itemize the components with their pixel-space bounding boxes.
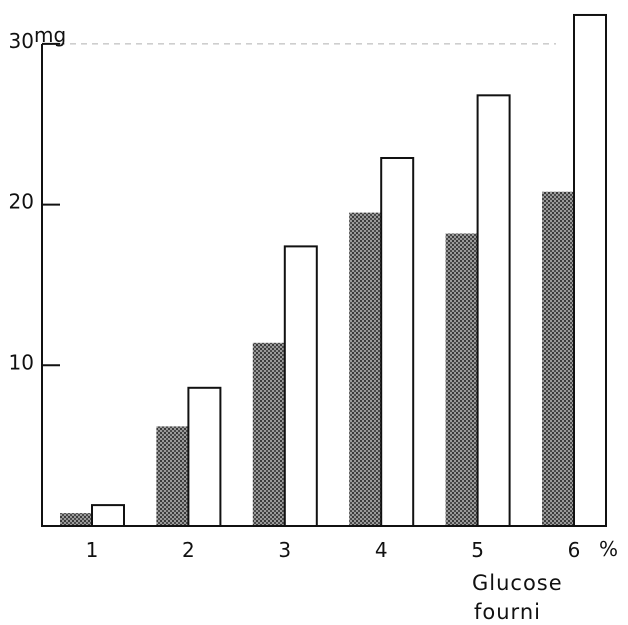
bar-series1-cat1 (60, 513, 92, 526)
bar-series2-cat5 (476, 94, 511, 527)
bar-series1-cat3 (252, 342, 285, 526)
bar-series2-cat2 (187, 386, 222, 527)
bar-series1-cat6 (542, 191, 574, 526)
x-tick-label-3: 3 (278, 538, 291, 562)
x-axis-label-line-2: fourni (474, 600, 541, 624)
x-tick-label-2: 2 (182, 538, 195, 562)
bar-series2-cat1 (91, 504, 125, 528)
bar-series1-cat2 (156, 426, 189, 526)
bars-group (60, 13, 607, 528)
y-unit-label: mg (34, 23, 66, 47)
x-tick-labels-group: 1 2 3 4 5 6 (86, 538, 581, 562)
bar-series2-cat4 (380, 156, 415, 527)
bar-series1-cat5 (445, 233, 478, 526)
x-tick-label-4: 4 (375, 538, 388, 562)
y-tick-label-20: 20 (9, 190, 34, 214)
y-tick-label-10: 10 (9, 350, 34, 374)
y-ticks-group: 10 20 30 (9, 29, 60, 374)
x-unit-label: % (599, 537, 618, 561)
bar-series1-cat4 (349, 212, 382, 526)
x-tick-label-5: 5 (471, 538, 484, 562)
y-tick-label-30: 30 (9, 29, 34, 53)
x-tick-label-1: 1 (86, 538, 99, 562)
x-tick-label-6: 6 (568, 538, 581, 562)
bar-series2-cat6 (573, 13, 607, 528)
x-axis-label-line-1: Glucose (472, 571, 563, 595)
bar-series2-cat3 (283, 245, 318, 528)
